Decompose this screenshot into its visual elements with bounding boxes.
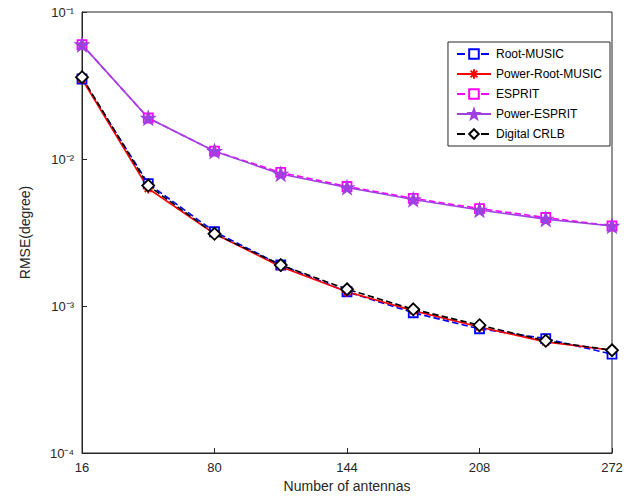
svg-text:16: 16 [75, 460, 89, 475]
svg-text:Digital CRLB: Digital CRLB [496, 127, 565, 141]
svg-text:272: 272 [601, 460, 623, 475]
svg-text:10⁻²: 10⁻² [51, 152, 74, 167]
svg-text:RMSE(degree): RMSE(degree) [17, 186, 33, 279]
svg-text:Number of antennas: Number of antennas [284, 478, 411, 494]
svg-text:144: 144 [336, 460, 358, 475]
svg-text:Power-Root-MUSIC: Power-Root-MUSIC [496, 67, 602, 81]
svg-text:Power-ESPRIT: Power-ESPRIT [496, 107, 578, 121]
svg-text:Root-MUSIC: Root-MUSIC [496, 47, 564, 61]
svg-text:80: 80 [207, 460, 221, 475]
svg-text:ESPRIT: ESPRIT [496, 87, 540, 101]
svg-text:10⁻⁴: 10⁻⁴ [50, 446, 74, 461]
svg-text:208: 208 [469, 460, 491, 475]
svg-text:10⁻¹: 10⁻¹ [51, 5, 74, 20]
svg-text:10⁻³: 10⁻³ [51, 299, 74, 314]
